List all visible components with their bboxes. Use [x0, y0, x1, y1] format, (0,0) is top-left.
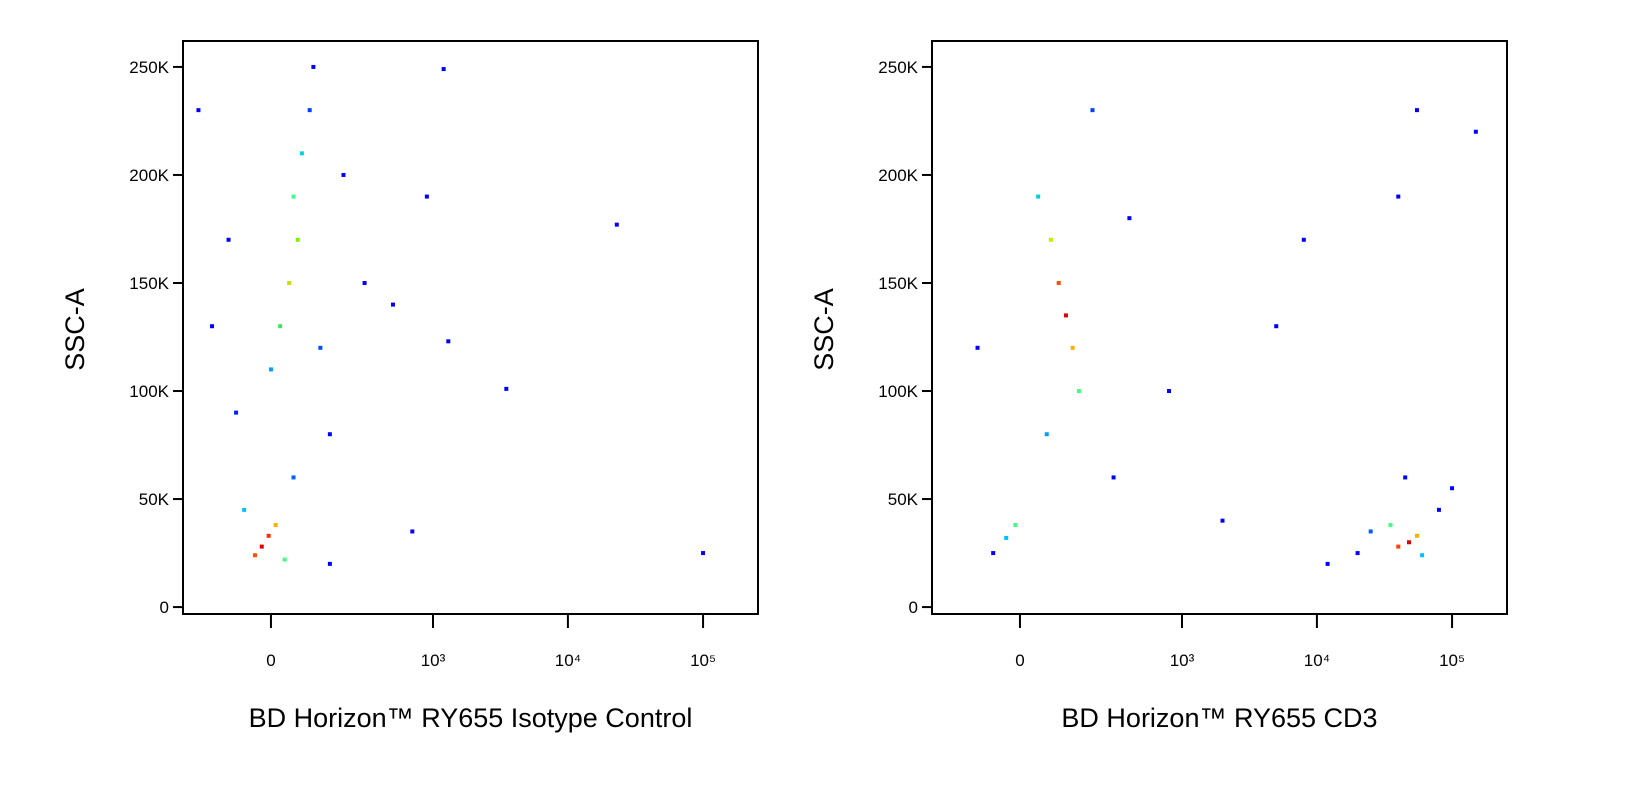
point: [614, 222, 619, 227]
point: [1473, 129, 1478, 134]
point: [1396, 544, 1401, 549]
x-tick-label: 10⁴: [555, 651, 581, 670]
point: [1063, 313, 1068, 318]
plot-frame: [182, 40, 759, 615]
point: [311, 64, 316, 69]
point: [1414, 533, 1419, 538]
point: [1355, 551, 1360, 556]
point: [1420, 553, 1425, 558]
point: [252, 553, 257, 558]
point: [1220, 518, 1225, 523]
point: [991, 551, 996, 556]
point: [234, 410, 239, 415]
x-tick-label: 0: [266, 651, 275, 670]
point: [273, 522, 278, 527]
point: [1396, 194, 1401, 199]
point: [259, 544, 264, 549]
plot-frame: [931, 40, 1508, 615]
point: [1388, 522, 1393, 527]
point: [1450, 486, 1455, 491]
point: [1036, 194, 1041, 199]
y-tick-label: 150K: [129, 274, 169, 293]
point: [391, 302, 396, 307]
point: [268, 367, 273, 372]
point: [975, 345, 980, 350]
x-tick-label: 10³: [1170, 651, 1195, 670]
point: [1436, 507, 1441, 512]
point: [1070, 345, 1075, 350]
point: [196, 108, 201, 113]
point: [226, 237, 231, 242]
y-tick-label: 250K: [129, 58, 169, 77]
x-tick-label: 10⁵: [690, 651, 716, 670]
point: [410, 529, 415, 534]
point: [242, 507, 247, 512]
point: [291, 475, 296, 480]
x-axis-title: BD Horizon™ RY655 Isotype Control: [249, 703, 693, 733]
y-axis-title: SSC-A: [809, 288, 839, 371]
point: [441, 67, 446, 72]
y-tick-label: 0: [909, 598, 918, 617]
point: [1090, 108, 1095, 113]
point: [1403, 475, 1408, 480]
y-tick-label: 200K: [878, 166, 918, 185]
x-tick-label: 0: [1015, 651, 1024, 670]
point: [266, 533, 271, 538]
point: [287, 280, 292, 285]
y-tick-label: 100K: [129, 382, 169, 401]
point: [307, 108, 312, 113]
point: [1111, 475, 1116, 480]
point: [327, 432, 332, 437]
point: [1414, 108, 1419, 113]
point: [701, 551, 706, 556]
x-tick-label: 10³: [421, 651, 446, 670]
y-tick-label: 50K: [139, 490, 170, 509]
y-tick-label: 100K: [878, 382, 918, 401]
point: [1056, 280, 1061, 285]
x-tick-label: 10⁵: [1439, 651, 1465, 670]
point: [282, 557, 287, 562]
point: [1044, 432, 1049, 437]
x-tick-label: 10⁴: [1304, 651, 1330, 670]
point: [1301, 237, 1306, 242]
y-tick-label: 150K: [878, 274, 918, 293]
point: [1274, 324, 1279, 329]
point: [318, 345, 323, 350]
point: [1004, 535, 1009, 540]
point: [299, 151, 304, 156]
point: [1076, 389, 1081, 394]
point: [327, 561, 332, 566]
point: [504, 386, 509, 391]
point: [341, 172, 346, 177]
point: [446, 339, 451, 344]
point: [210, 324, 215, 329]
point: [1167, 389, 1172, 394]
point: [1013, 522, 1018, 527]
point: [424, 194, 429, 199]
y-axis-title: SSC-A: [60, 288, 90, 371]
point: [1127, 216, 1132, 221]
y-tick-label: 50K: [888, 490, 919, 509]
point: [1368, 529, 1373, 534]
y-tick-label: 0: [160, 598, 169, 617]
point: [1048, 237, 1053, 242]
x-axis-title: BD Horizon™ RY655 CD3: [1061, 703, 1377, 733]
point: [1325, 561, 1330, 566]
point: [362, 280, 367, 285]
y-tick-label: 200K: [129, 166, 169, 185]
point: [278, 324, 283, 329]
point: [295, 237, 300, 242]
y-tick-label: 250K: [878, 58, 918, 77]
point: [1406, 540, 1411, 545]
point: [291, 194, 296, 199]
